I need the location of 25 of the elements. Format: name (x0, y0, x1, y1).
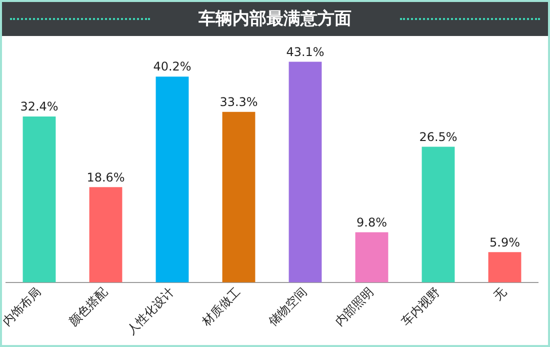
data-label: 32.4% (20, 100, 58, 114)
x-tick-label: 内部照明 (332, 284, 376, 329)
bar (89, 187, 122, 282)
data-label: 40.2% (153, 60, 192, 74)
x-tick-label: 储物空间 (266, 284, 310, 329)
x-tick-label: 无 (490, 284, 510, 304)
chart-title: 车辆内部最满意方面 (198, 8, 352, 31)
bar (422, 146, 455, 282)
data-label: 5.9% (490, 235, 520, 250)
bar (22, 116, 56, 282)
bar (355, 232, 388, 282)
x-tick-label: 颜色搭配 (66, 284, 110, 329)
data-label: 9.8% (356, 215, 387, 230)
x-tick-label: 内饰布局 (0, 284, 44, 329)
x-tick-label: 人性化设计 (124, 284, 177, 338)
bar (222, 112, 256, 282)
bar (488, 252, 522, 282)
x-tick-label: 材质做工 (198, 284, 244, 330)
x-tick-label: 车内视野 (398, 284, 443, 329)
data-label: 43.1% (286, 44, 324, 59)
bar (288, 62, 322, 282)
data-label: 33.3% (220, 95, 258, 110)
data-label: 18.6% (86, 170, 125, 184)
data-label: 26.5% (419, 130, 458, 144)
bar (156, 76, 189, 282)
